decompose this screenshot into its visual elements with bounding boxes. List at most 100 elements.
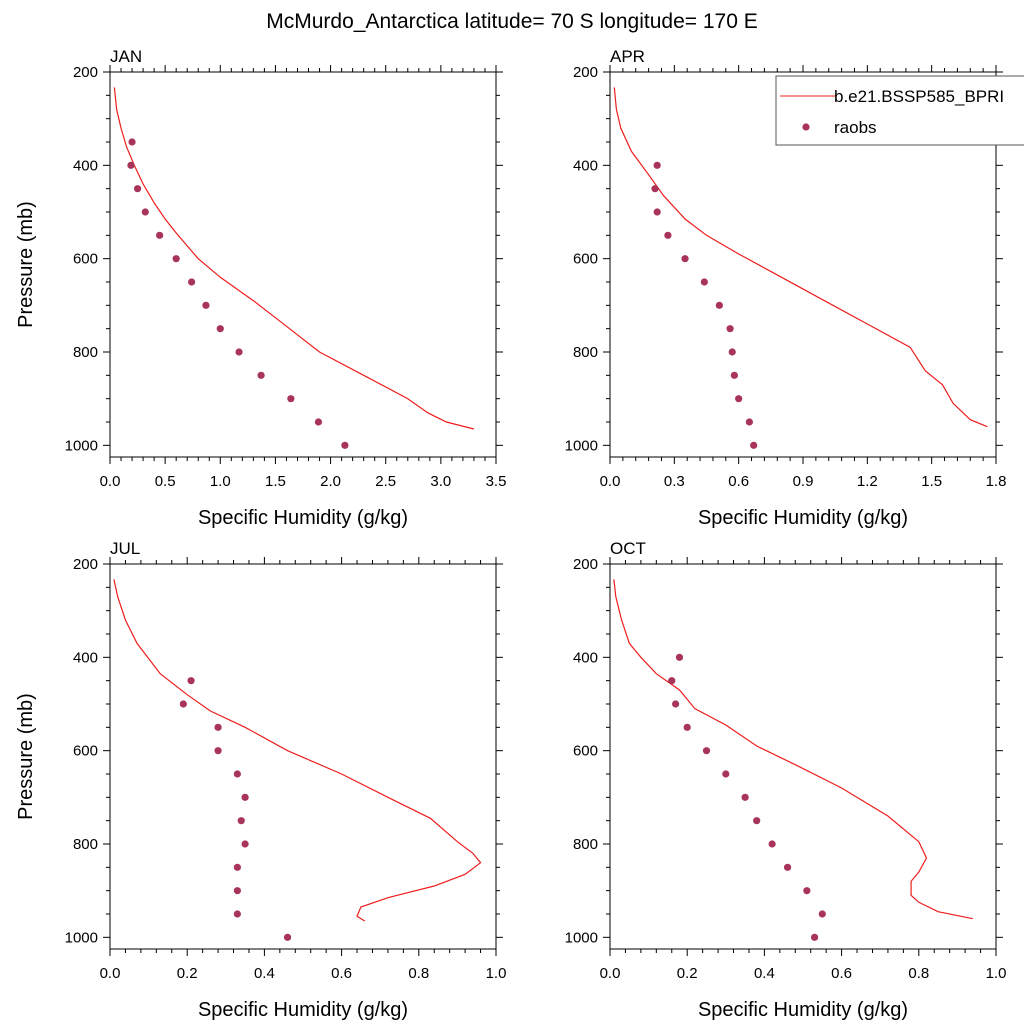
- x-tick-label: 0.0: [600, 473, 621, 490]
- y-tick-label: 800: [573, 344, 598, 361]
- x-tick-label: 0.4: [754, 965, 775, 982]
- panel-jan: JAN 0.0 0.5 1.0 1.5 2.0 2.5 3.0 3.5 200 400 600 800 1…: [15, 47, 506, 529]
- panel-title: JAN: [110, 47, 142, 66]
- raobs-point: [741, 793, 749, 801]
- x-tick-label: 1.8: [986, 473, 1007, 490]
- y-tick-label: 400: [573, 157, 598, 174]
- raobs-point: [257, 371, 265, 379]
- raobs-point: [188, 278, 196, 286]
- y-tick-label: 400: [73, 649, 98, 666]
- model-profile-line: [613, 579, 973, 920]
- y-tick-label: 800: [573, 836, 598, 853]
- plot-frame: [609, 563, 997, 950]
- model-profile-line: [613, 87, 988, 428]
- raobs-point: [672, 700, 680, 708]
- legend-obs-marker: [802, 123, 810, 131]
- x-tick-label: 3.0: [430, 473, 451, 490]
- raobs-point: [237, 817, 245, 825]
- legend: b.e21.BSSP585_BPRI raobs: [775, 75, 1024, 146]
- raobs-point: [233, 910, 241, 918]
- raobs-point: [241, 793, 249, 801]
- raobs-point: [653, 208, 661, 216]
- raobs-point: [768, 840, 776, 848]
- raobs-point: [722, 770, 730, 778]
- y-tick-label: 200: [573, 556, 598, 573]
- x-axis-label: Specific Humidity (g/kg): [698, 999, 908, 1021]
- raobs-point: [810, 933, 819, 941]
- raobs-point: [216, 325, 224, 333]
- x-tick-label: 1.5: [921, 473, 942, 490]
- y-tick-label: 200: [73, 64, 98, 81]
- legend-model-label: b.e21.BSSP585_BPRI: [834, 87, 1004, 106]
- x-tick-label: 0.0: [100, 473, 121, 490]
- panel-jul: JUL 0.0 0.2 0.4 0.6 0.8 1.0 200 400 600 800 1000 Spe…: [15, 539, 506, 1021]
- raobs-point: [726, 325, 734, 333]
- raobs-point: [241, 840, 249, 848]
- x-tick-label: 0.6: [728, 473, 749, 490]
- raobs-point: [681, 255, 689, 263]
- y-tick-label: 600: [573, 743, 598, 760]
- raobs-point: [664, 231, 672, 239]
- y-tick-label: 200: [573, 64, 598, 81]
- x-tick-label: 1.0: [210, 473, 231, 490]
- raobs-point: [283, 933, 292, 941]
- legend-obs-label: raobs: [834, 118, 877, 137]
- raobs-point: [728, 348, 736, 356]
- x-tick-label: 1.0: [486, 965, 507, 982]
- panel-oct: OCT 0.0 0.2 0.4 0.6 0.8 1.0 200 400 600 800 1000 Spe…: [565, 539, 1007, 1021]
- raobs-point: [133, 185, 142, 193]
- raobs-point: [745, 418, 753, 426]
- x-tick-label: 1.2: [857, 473, 878, 490]
- raobs-point: [735, 395, 743, 403]
- raobs-point: [668, 677, 676, 685]
- y-tick-label: 800: [73, 344, 98, 361]
- panel-title: OCT: [610, 539, 646, 558]
- plot-frame: [109, 563, 497, 950]
- y-axis-label: Pressure (mb): [15, 693, 37, 820]
- y-tick-label: 1000: [565, 437, 598, 454]
- raobs-point: [179, 700, 187, 708]
- x-tick-label: 0.0: [600, 965, 621, 982]
- raobs-point: [730, 371, 738, 379]
- raobs-point: [141, 208, 149, 216]
- x-tick-label: 2.5: [375, 473, 396, 490]
- y-tick-label: 400: [573, 649, 598, 666]
- raobs-point: [235, 348, 243, 356]
- x-tick-label: 0.2: [177, 965, 198, 982]
- raobs-point: [651, 185, 659, 193]
- x-tick-label: 0.6: [831, 965, 852, 982]
- x-tick-label: 0.4: [254, 965, 275, 982]
- raobs-point: [127, 161, 135, 169]
- y-axis-label: Pressure (mb): [15, 201, 37, 328]
- y-tick-label: 200: [73, 556, 98, 573]
- panel-title: APR: [610, 47, 645, 66]
- raobs-point: [156, 231, 164, 239]
- raobs-point: [187, 677, 195, 685]
- x-tick-label: 0.5: [155, 473, 176, 490]
- raobs-point: [214, 723, 222, 731]
- raobs-point: [341, 441, 349, 449]
- raobs-point: [287, 395, 295, 403]
- raobs-point: [702, 747, 711, 755]
- legend-box: [775, 75, 1024, 146]
- raobs-point: [818, 910, 826, 918]
- x-axis-label: Specific Humidity (g/kg): [198, 999, 408, 1021]
- y-tick-label: 600: [73, 743, 98, 760]
- raobs-point: [214, 747, 222, 755]
- model-profile-line: [113, 579, 482, 922]
- y-tick-label: 600: [573, 251, 598, 268]
- x-tick-label: 2.0: [320, 473, 341, 490]
- panels: JAN 0.0 0.5 1.0 1.5 2.0 2.5 3.0 3.5 200 400 600 800 1…: [15, 47, 1006, 1021]
- raobs-point: [683, 723, 691, 731]
- y-tick-label: 1000: [65, 437, 98, 454]
- x-tick-label: 0.3: [664, 473, 685, 490]
- raobs-point: [202, 301, 210, 309]
- raobs-point: [750, 441, 758, 449]
- panel-title: JUL: [110, 539, 140, 558]
- x-tick-label: 3.5: [486, 473, 507, 490]
- y-tick-label: 800: [73, 836, 98, 853]
- x-tick-label: 1.0: [986, 965, 1007, 982]
- raobs-point: [700, 278, 708, 286]
- raobs-point: [675, 653, 684, 661]
